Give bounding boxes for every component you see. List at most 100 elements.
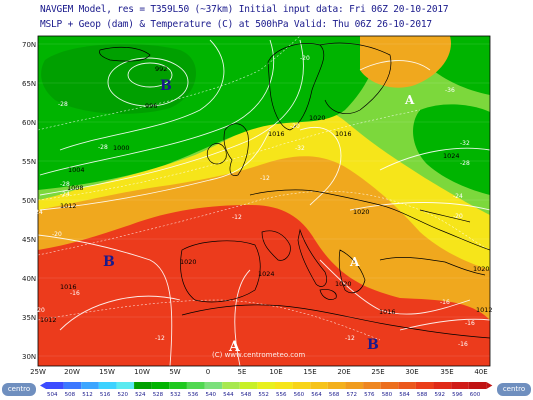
- legend-swatch: [239, 382, 258, 389]
- coast-italy: [297, 228, 327, 287]
- field-green-east: [413, 104, 490, 195]
- legend-label: 512: [82, 392, 93, 398]
- temp-label: -12: [232, 214, 242, 221]
- legend-label: 576: [364, 392, 375, 398]
- temp-label: -12: [155, 335, 165, 342]
- temp-label: -28: [60, 181, 70, 188]
- isobar-1016-north: [299, 126, 342, 206]
- legend-swatch: [451, 382, 469, 389]
- legend-swatch: [204, 382, 223, 389]
- legend-swatch: [327, 382, 346, 389]
- isobar-north-1: [359, 60, 431, 71]
- legend-label: 520: [117, 392, 128, 398]
- field-orange-russia: [360, 36, 451, 88]
- isobar-label: 996: [145, 102, 157, 110]
- lon-label: 25E: [371, 368, 384, 376]
- coastlines: [99, 42, 490, 339]
- temp-label: -20: [290, 123, 300, 130]
- temp-label: -16: [465, 320, 475, 327]
- temp-label: -28: [98, 144, 108, 151]
- lat-label: 60N: [22, 119, 36, 127]
- isobar-label: 1008: [67, 184, 84, 192]
- isobar-label: 1012: [40, 316, 57, 324]
- temp-label: -28: [460, 160, 470, 167]
- temp-label: -24: [60, 191, 70, 198]
- legend-swatch: [363, 382, 381, 389]
- lat-label: 65N: [22, 80, 36, 88]
- isobar-992: [127, 62, 173, 88]
- high-center-sahara: A: [228, 339, 241, 355]
- isobar-1020-south: [234, 269, 251, 366]
- lat-label: 55N: [22, 158, 36, 166]
- color-legend: 504 508 512 516 520 524 528 532 536 540 544 548 552 5…: [40, 382, 493, 398]
- temp-label: -16: [458, 341, 468, 348]
- legend-arrow-left: [40, 382, 46, 389]
- legend-swatch: [46, 382, 64, 389]
- legend-label: 536: [188, 392, 199, 398]
- lon-label: 10W: [134, 368, 150, 376]
- temp-label: -16: [440, 299, 450, 306]
- grid: [38, 43, 490, 357]
- legend-label: 544: [223, 392, 234, 398]
- isobar-1016-west: [38, 234, 173, 366]
- lat-labels: 70N 65N 60N 55N 50N 45N 40N 35N 30N: [22, 41, 36, 361]
- lat-label: 30N: [22, 353, 36, 361]
- legend-label: 596: [452, 392, 463, 398]
- legend-label: 540: [206, 392, 217, 398]
- legend-label: 528: [153, 392, 164, 398]
- header-valid-line: MSLP + Geop (dam) & Temperature (C) at 5…: [40, 19, 432, 30]
- centro-logo-left: centro: [2, 383, 36, 396]
- legend-swatch: [98, 382, 117, 389]
- lon-label: 20E: [337, 368, 350, 376]
- coast-ireland: [206, 143, 227, 165]
- coast-iceland: [99, 46, 151, 62]
- isobar-label: 1020: [335, 280, 352, 288]
- coast-black-sea: [419, 209, 471, 223]
- isobars: [38, 39, 490, 366]
- isobar-label: 1016: [268, 130, 285, 138]
- temp-label: -32: [460, 140, 470, 147]
- legend-arrow-right: [486, 382, 493, 389]
- legend-swatch: [345, 382, 364, 389]
- isobar-labels: 992 996 1000 1004 1008 1012 1016 1016 10…: [40, 65, 493, 324]
- legend-label: 588: [417, 392, 428, 398]
- coast-balkans: [338, 249, 366, 294]
- legend-swatch: [468, 382, 487, 389]
- coast-north-africa: [181, 304, 490, 339]
- legend-label: 592: [435, 392, 446, 398]
- isobar-label: 1012: [476, 306, 493, 314]
- header-model-line: NAVGEM Model, res = T359L50 (~37km) Init…: [40, 4, 449, 15]
- coast-finland: [319, 42, 392, 114]
- isobar-label: 1000: [113, 144, 130, 152]
- temp-label: -32: [295, 145, 305, 152]
- legend-label: 552: [258, 392, 269, 398]
- watermark-text: (C) www.centrometeo.com: [212, 351, 305, 359]
- pressure-centers: B B B A A A: [103, 78, 415, 355]
- lat-label: 50N: [22, 197, 36, 205]
- isotherm-4: [38, 299, 381, 341]
- lon-label: 5W: [169, 368, 180, 376]
- temperature-field: [38, 36, 490, 366]
- isobar-1000: [59, 39, 225, 151]
- temp-label: -20: [300, 55, 310, 62]
- isobar-label: 1012: [60, 202, 77, 210]
- legend-label: 508: [65, 392, 76, 398]
- lat-label: 35N: [22, 314, 36, 322]
- coast-scandinavia: [267, 43, 325, 131]
- isobar-label: 1016: [379, 308, 396, 316]
- centro-logo-right: centro: [497, 383, 531, 396]
- lon-label: 0: [206, 368, 210, 376]
- legend-swatch: [433, 382, 452, 389]
- legend-label: 532: [170, 392, 181, 398]
- high-center-balkans: A: [349, 255, 360, 269]
- legend-swatch: [310, 382, 328, 389]
- legend-swatch: [151, 382, 170, 389]
- temp-label: -12: [345, 335, 355, 342]
- legend-swatch: [169, 382, 187, 389]
- lon-label: 10E: [269, 368, 282, 376]
- coast-sicily: [319, 289, 337, 300]
- temp-label: -16: [70, 290, 80, 297]
- legend-swatch: [380, 382, 399, 389]
- legend-label: 584: [399, 392, 410, 398]
